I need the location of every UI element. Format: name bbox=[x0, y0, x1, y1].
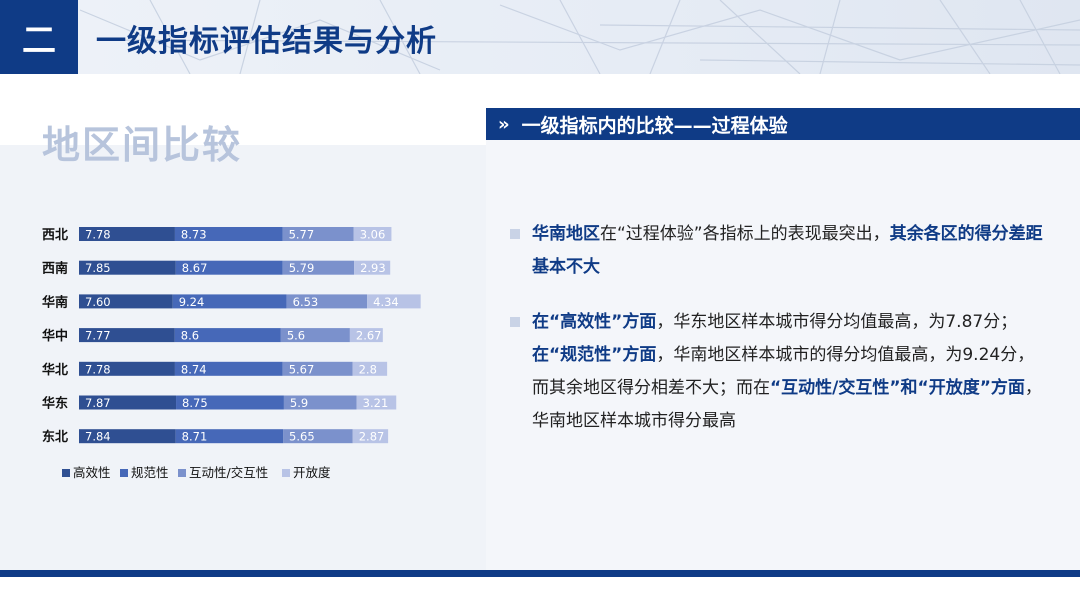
bar-segment bbox=[172, 294, 287, 309]
data-label: 5.67 bbox=[289, 362, 315, 376]
body-text: ，华东地区样本城市得分均值最高，为7.87分； bbox=[656, 312, 1018, 332]
bar-segment bbox=[79, 227, 175, 241]
legend-swatch bbox=[178, 469, 186, 477]
data-label: 5.6 bbox=[287, 329, 305, 343]
data-label: 7.60 bbox=[85, 295, 111, 309]
data-label: 4.34 bbox=[373, 295, 399, 309]
category-label: 华北 bbox=[42, 362, 68, 378]
bar-segment bbox=[349, 328, 383, 343]
bar-segment bbox=[283, 395, 357, 410]
city-map-background bbox=[79, 0, 1080, 74]
square-bullet-icon bbox=[510, 229, 520, 239]
data-label: 5.77 bbox=[289, 228, 315, 242]
bar-segment bbox=[174, 227, 283, 241]
bullet-item: 在“高效性”方面，华东地区样本城市得分均值最高，为7.87分；在“规范性”方面，… bbox=[510, 306, 1050, 438]
header-bar: 二 一级指标评估结果与分析 bbox=[0, 0, 1080, 74]
chart-panel bbox=[0, 145, 486, 570]
bar-segment bbox=[282, 227, 354, 241]
highlight-text: 华南地区 bbox=[532, 224, 600, 244]
data-label: 5.65 bbox=[289, 430, 315, 444]
data-label: 5.9 bbox=[290, 396, 308, 410]
legend-label: 高效性 bbox=[73, 465, 111, 480]
bar-segment bbox=[286, 294, 368, 309]
bar-segment bbox=[79, 328, 175, 343]
bar-segment bbox=[283, 429, 353, 444]
bar-segment bbox=[353, 227, 392, 241]
data-label: 8.75 bbox=[182, 396, 208, 410]
legend-label: 规范性 bbox=[131, 465, 169, 480]
data-label: 8.73 bbox=[181, 228, 207, 242]
category-label: 华东 bbox=[42, 396, 68, 412]
bar-segment bbox=[367, 294, 421, 309]
bar-segment bbox=[280, 328, 350, 343]
analysis-bullets: 华南地区在“过程体验”各指标上的表现最突出，其余各区的得分差距基本不大在“高效性… bbox=[510, 218, 1050, 438]
highlight-text: 在“高效性”方面 bbox=[532, 312, 657, 332]
bar-segment bbox=[79, 294, 173, 309]
data-label: 7.84 bbox=[85, 430, 111, 444]
body-text: 在“过程体验”各指标上的表现最突出， bbox=[600, 224, 890, 244]
data-label: 8.67 bbox=[182, 261, 208, 275]
section-number-box: 二 bbox=[0, 0, 78, 74]
stacked-bar-chart: 西北 7.78 8.73 5.77 3.06 西南 7.85 8.67 5.79 2.93 华南 7.… bbox=[42, 227, 421, 480]
legend-swatch bbox=[120, 469, 128, 477]
data-label: 6.53 bbox=[293, 295, 319, 309]
highlight-text: “互动性/交互性”和“开放度”方面 bbox=[770, 378, 1025, 398]
bar-segment bbox=[175, 429, 284, 444]
category-label: 华中 bbox=[42, 328, 68, 344]
data-label: 8.71 bbox=[182, 430, 208, 444]
double-chevron-icon: » bbox=[498, 113, 510, 135]
category-label: 华南 bbox=[42, 294, 68, 310]
square-bullet-icon bbox=[510, 317, 520, 327]
data-label: 7.85 bbox=[85, 261, 111, 275]
bar-segment bbox=[356, 395, 397, 410]
bar-segment bbox=[282, 361, 353, 376]
bar-segment bbox=[174, 328, 281, 343]
data-label: 2.8 bbox=[359, 362, 377, 376]
data-label: 8.6 bbox=[181, 329, 199, 343]
data-label: 2.67 bbox=[356, 329, 382, 343]
analysis-ribbon: » 一级指标内的比较——过程体验 bbox=[486, 108, 1080, 140]
bar-segment bbox=[79, 361, 175, 376]
bar-segment bbox=[79, 429, 176, 444]
bottom-accent-bar bbox=[0, 570, 1080, 577]
highlight-text: 其余各区的得分差距基本不大 bbox=[532, 224, 1043, 277]
bar-segment bbox=[79, 260, 176, 275]
data-label: 8.74 bbox=[181, 362, 207, 376]
region-compare-title: 地区间比较 bbox=[42, 123, 243, 167]
body-text: ，华南地区样本城市得分最高 bbox=[532, 378, 1042, 431]
bar-segment bbox=[175, 260, 283, 275]
data-label: 7.78 bbox=[85, 228, 111, 242]
highlight-text: 在“规范性”方面 bbox=[532, 345, 657, 365]
data-label: 3.21 bbox=[363, 396, 389, 410]
data-label: 5.79 bbox=[289, 261, 315, 275]
data-label: 2.93 bbox=[360, 261, 386, 275]
bar-segment bbox=[352, 429, 389, 444]
ribbon-title: 一级指标内的比较——过程体验 bbox=[521, 114, 788, 137]
bullet-item: 华南地区在“过程体验”各指标上的表现最突出，其余各区的得分差距基本不大 bbox=[510, 218, 1050, 284]
bar-segment bbox=[354, 260, 391, 275]
legend-label: 互动性/交互性 bbox=[189, 465, 268, 480]
data-label: 9.24 bbox=[179, 295, 205, 309]
page-title: 一级指标评估结果与分析 bbox=[96, 24, 437, 59]
category-label: 西北 bbox=[42, 228, 68, 243]
body-text: ，华南地区样本城市的得分均值最高，为9.24分，而其余地区得分相差不大；而在 bbox=[532, 345, 1035, 398]
bar-segment bbox=[79, 395, 177, 410]
legend-swatch bbox=[62, 469, 70, 477]
legend-label: 开放度 bbox=[293, 465, 331, 480]
category-label: 西南 bbox=[42, 261, 68, 277]
analysis-panel bbox=[486, 140, 1080, 570]
data-label: 3.06 bbox=[360, 228, 386, 242]
data-label: 2.87 bbox=[359, 430, 385, 444]
legend-swatch bbox=[282, 469, 290, 477]
data-label: 7.87 bbox=[85, 396, 111, 410]
data-label: 7.78 bbox=[85, 362, 111, 376]
data-label: 7.77 bbox=[85, 329, 111, 343]
bar-segment bbox=[174, 361, 283, 376]
bar-segment bbox=[352, 361, 388, 376]
bar-segment bbox=[176, 395, 284, 410]
category-label: 东北 bbox=[42, 429, 68, 445]
bar-segment bbox=[282, 260, 355, 275]
